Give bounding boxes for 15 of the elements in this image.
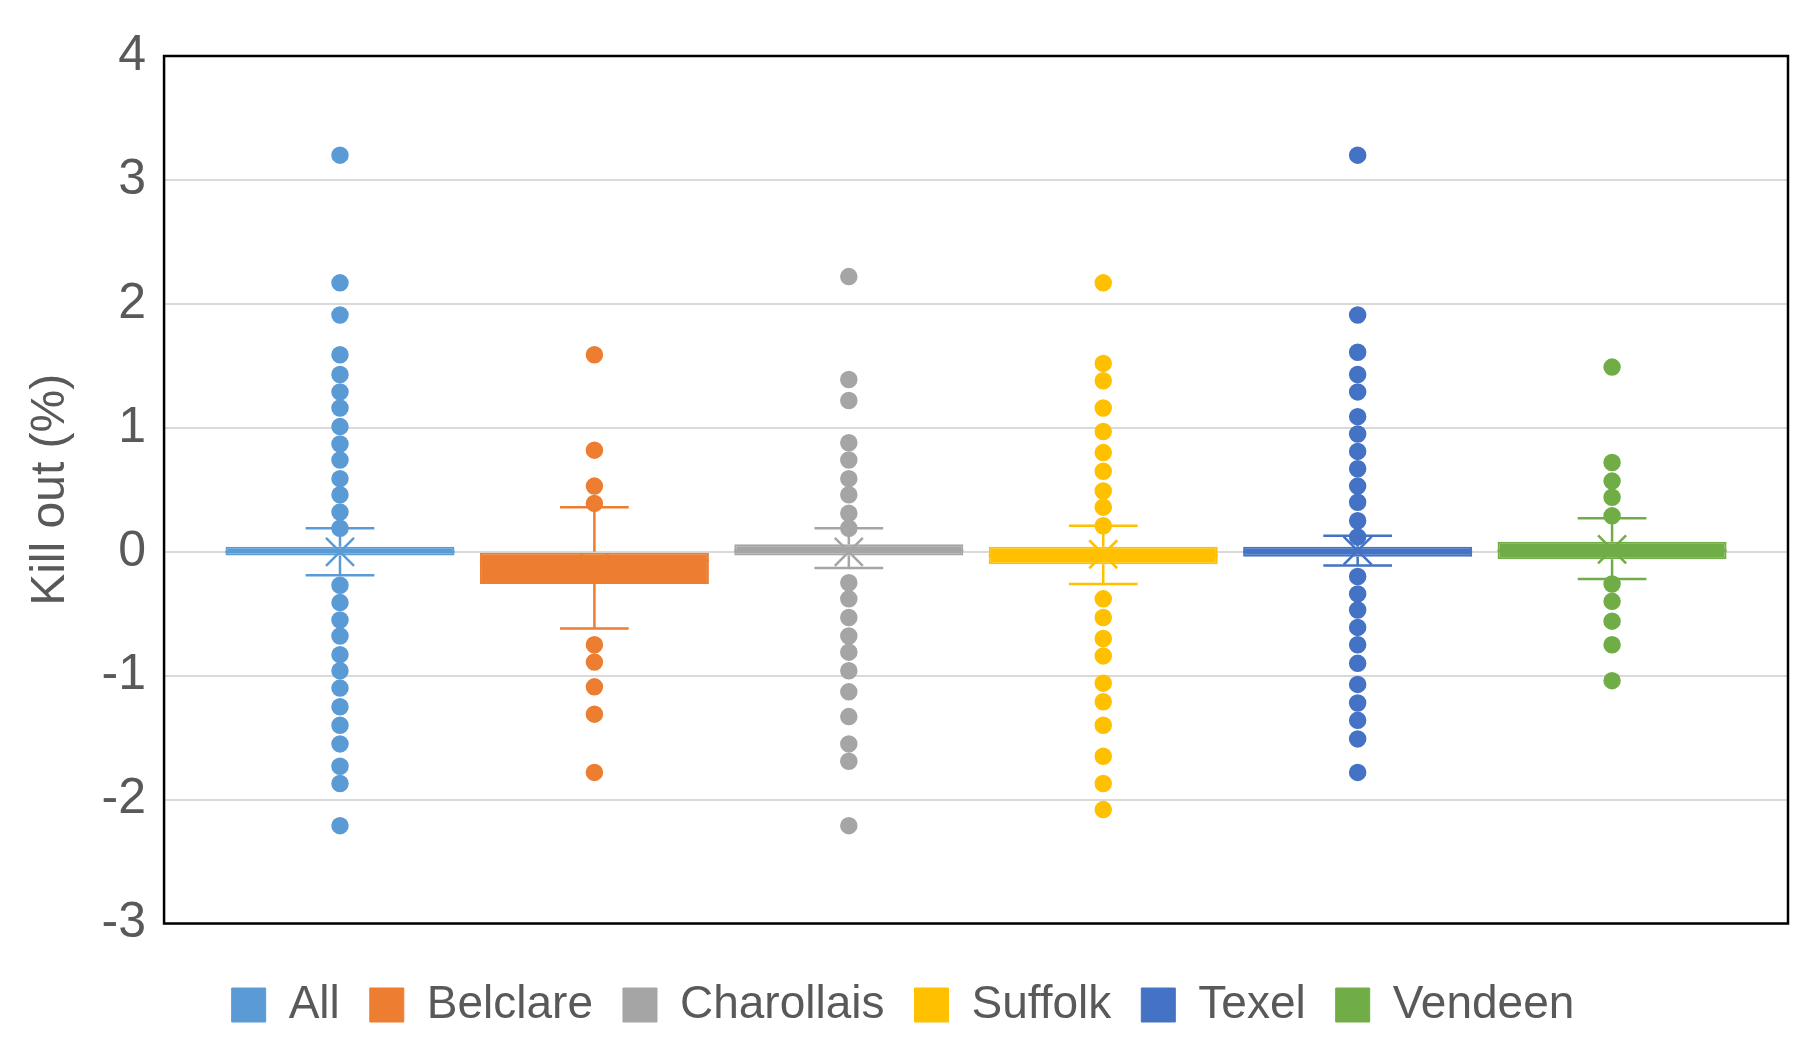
y-tick-label: 0	[118, 520, 147, 577]
legend-label: All	[288, 975, 340, 1028]
legend-label: Vendeen	[1392, 975, 1575, 1028]
legend-label: Belclare	[426, 975, 593, 1028]
legend-label: Suffolk	[971, 975, 1113, 1028]
legend-label: Texel	[1198, 975, 1306, 1028]
y-tick-label: 4	[118, 24, 147, 81]
y-tick-label: -3	[101, 892, 147, 949]
y-tick-label: -2	[101, 768, 147, 825]
y-tick-label: -1	[101, 644, 147, 701]
legend-label: Charollais	[679, 975, 885, 1028]
y-tick-label: 1	[118, 396, 147, 453]
y-axis-title: Kill out (%)	[21, 373, 75, 606]
y-tick-label: 3	[118, 148, 147, 205]
y-tick-label: 2	[118, 272, 147, 329]
